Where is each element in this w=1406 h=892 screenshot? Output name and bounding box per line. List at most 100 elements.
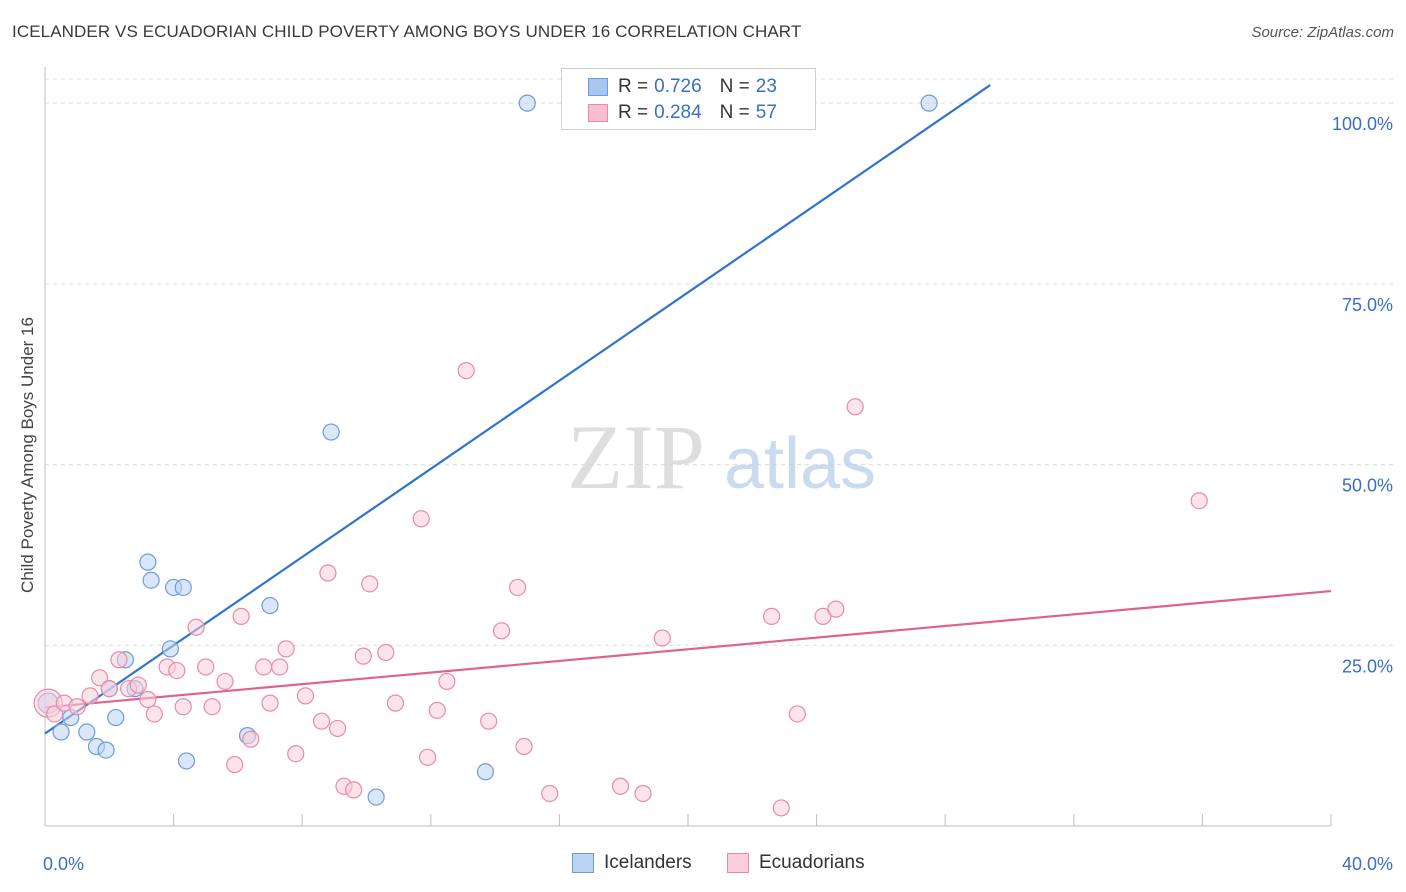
legend-n-value: 57 (755, 102, 777, 123)
icelander-point (476, 763, 495, 781)
source-credit: Source: ZipAtlas.com (1251, 24, 1394, 41)
ecuadorian-point (827, 600, 845, 618)
icelander-point (78, 723, 96, 741)
watermark: ZIP atlas (567, 406, 876, 508)
ecuadorian-point (1190, 492, 1208, 510)
icelander-point (920, 94, 938, 112)
ecuadorian-point (277, 640, 295, 658)
ecuadorian-point (634, 784, 652, 803)
y-tick-label: 50.0% (1342, 476, 1393, 496)
ecuadorian-point (611, 777, 630, 795)
ecuadorian-point (187, 618, 205, 636)
icelander-point (367, 788, 385, 806)
ecuadorian-point (168, 661, 186, 680)
legend-row-icelanders: R = 0.726 N = 23 (588, 74, 777, 100)
legend-n-value: 23 (755, 76, 777, 97)
y-tick-label: 100.0% (1332, 114, 1393, 134)
ecuadorian-point (541, 784, 559, 803)
ecuadorian-point (418, 748, 437, 766)
ecuadorian-point (772, 799, 790, 817)
ecuadorian-point (287, 745, 305, 763)
ecuadorian-point (242, 730, 260, 748)
ecuadorian-point (296, 687, 315, 705)
y-tick-label: 25.0% (1342, 656, 1393, 676)
legend-r-value: 0.726 (654, 76, 702, 97)
ecuadorian-point (492, 622, 511, 640)
icelander-point (161, 640, 179, 658)
ecuadorian-point (68, 698, 86, 716)
legend-r-label: R = (618, 102, 649, 123)
legend-r-value: 0.284 (654, 102, 702, 123)
ecuadorian-point (197, 658, 215, 676)
icelander-point (518, 94, 536, 112)
y-tick-label: 75.0% (1342, 295, 1393, 315)
ecuadorian-point (271, 658, 289, 676)
ecuadorian-point (788, 705, 806, 723)
ecuadorian-point (428, 701, 446, 719)
ecuadorian-point (110, 651, 128, 669)
x-tick-label: 40.0% (1342, 854, 1393, 874)
chart-title: ICELANDER VS ECUADORIAN CHILD POVERTY AM… (12, 22, 802, 41)
icelander-point (142, 571, 160, 589)
legend-row-ecuadorians: R = 0.284 N = 57 (588, 100, 777, 126)
legend-n-label: N = (719, 76, 750, 97)
icelander-point (107, 708, 125, 727)
legend-item-icelanders[interactable]: Icelanders (572, 852, 692, 874)
ecuadorian-trendline (44, 589, 1332, 709)
icelander-point (177, 752, 196, 770)
legend-swatch-icelanders (572, 853, 594, 873)
ecuadorian-point (261, 694, 279, 712)
icelander-point (52, 723, 70, 741)
legend-swatch-icelanders (588, 78, 608, 96)
y-axis-label: Child Poverty Among Boys Under 16 (18, 317, 37, 593)
watermark-atlas: atlas (724, 424, 876, 504)
ecuadorian-point (412, 510, 430, 528)
series-legend: Icelanders Ecuadorians (0, 852, 1406, 878)
ecuadorian-point (438, 672, 456, 691)
ecuadorian-point (255, 658, 273, 676)
ecuadorian-point (328, 719, 347, 738)
ecuadorian-point (345, 781, 363, 799)
ecuadorian-point (814, 607, 832, 625)
ecuadorian-point (653, 629, 671, 647)
legend-item-ecuadorians[interactable]: Ecuadorians (727, 852, 865, 874)
ecuadorian-point (354, 647, 372, 665)
ecuadorian-point (232, 607, 250, 625)
legend-r-label: R = (618, 76, 649, 97)
icelander-point (174, 578, 192, 597)
legend-n-label: N = (719, 102, 750, 123)
ecuadorian-point (361, 575, 379, 593)
ecuadorian-point (377, 643, 395, 662)
icelander-point (97, 741, 115, 759)
ecuadorian-point (174, 698, 192, 716)
legend-swatch-ecuadorians (588, 104, 608, 122)
icelander-point (139, 553, 157, 571)
ecuadorian-point (312, 712, 331, 730)
ecuadorian-point (480, 712, 498, 730)
ecuadorian-point (457, 362, 475, 380)
ecuadorian-point (203, 698, 221, 716)
ecuadorian-point (515, 737, 533, 756)
correlation-legend: R = 0.726 N = 23 R = 0.284 N = 57 (561, 68, 816, 130)
legend-label-ecuadorians: Ecuadorians (759, 852, 865, 873)
ecuadorian-point (46, 705, 64, 723)
ecuadorian-point (216, 672, 234, 691)
ecuadorian-point (319, 564, 337, 582)
ecuadorian-point (81, 687, 99, 705)
watermark-zip: ZIP (567, 406, 705, 508)
ecuadorian-point (386, 694, 405, 712)
icelander-point (322, 423, 340, 441)
x-tick-label: 0.0% (43, 854, 84, 874)
legend-label-icelanders: Icelanders (604, 852, 692, 873)
ecuadorian-point (762, 607, 781, 625)
ecuadorian-point (226, 755, 244, 774)
ecuadorian-point (145, 705, 163, 723)
ecuadorian-point (509, 578, 527, 597)
legend-swatch-ecuadorians (727, 853, 749, 873)
ecuadorian-point (129, 676, 147, 694)
ecuadorian-point (846, 398, 864, 416)
ecuadorian-point (139, 690, 157, 709)
icelander-point (261, 596, 279, 615)
ecuadorian-point (91, 669, 109, 687)
